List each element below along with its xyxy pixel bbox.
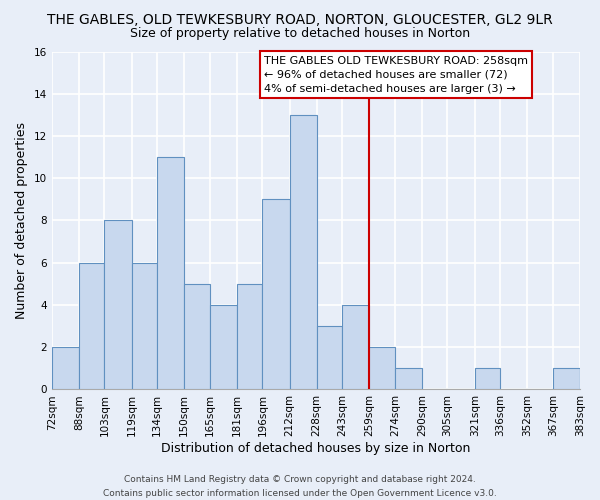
Bar (79, 262, 104, 390)
Bar (131, 262, 157, 390)
Text: THE GABLES, OLD TEWKESBURY ROAD, NORTON, GLOUCESTER, GL2 9LR: THE GABLES, OLD TEWKESBURY ROAD, NORTON,… (47, 12, 553, 26)
Bar (475, 368, 500, 390)
Bar (342, 305, 370, 390)
Bar (395, 368, 422, 390)
Bar (209, 305, 237, 390)
Bar (317, 326, 342, 390)
Bar (580, 368, 600, 390)
X-axis label: Distribution of detached houses by size in Norton: Distribution of detached houses by size … (161, 442, 470, 455)
Bar (370, 347, 395, 390)
Bar (104, 220, 131, 390)
Bar (262, 200, 290, 390)
Bar (52, 347, 79, 390)
Y-axis label: Number of detached properties: Number of detached properties (15, 122, 28, 319)
Bar (184, 284, 209, 390)
Bar (290, 115, 317, 390)
Bar (553, 368, 580, 390)
Text: Size of property relative to detached houses in Norton: Size of property relative to detached ho… (130, 28, 470, 40)
Text: Contains HM Land Registry data © Crown copyright and database right 2024.
Contai: Contains HM Land Registry data © Crown c… (103, 476, 497, 498)
Text: THE GABLES OLD TEWKESBURY ROAD: 258sqm
← 96% of detached houses are smaller (72): THE GABLES OLD TEWKESBURY ROAD: 258sqm ←… (264, 56, 528, 94)
Bar (237, 284, 262, 390)
Bar (157, 157, 184, 390)
